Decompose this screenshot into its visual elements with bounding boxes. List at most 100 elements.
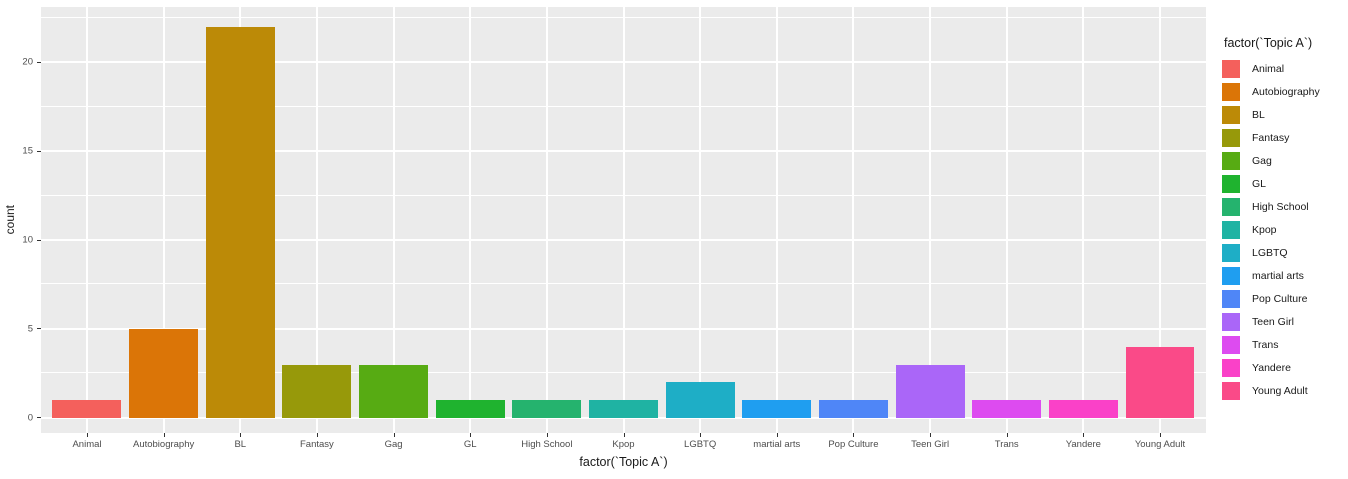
legend-label-fantasy: Fantasy <box>1252 132 1290 144</box>
bar-pop-culture <box>818 400 888 418</box>
x-tick-mark-kpop <box>623 433 625 437</box>
x-tick-label-fantasy: Fantasy <box>300 439 334 450</box>
legend-item-martial-arts: martial arts <box>1222 267 1348 285</box>
legend-swatch-yandere <box>1222 359 1240 377</box>
legend-swatch-kpop <box>1222 221 1240 239</box>
x-axis-title: factor(`Topic A`) <box>579 455 668 469</box>
bar-trans <box>972 400 1042 418</box>
legend-label-pop-culture: Pop Culture <box>1252 293 1308 305</box>
x-gridline-high-school <box>545 7 548 433</box>
legend-item-pop-culture: Pop Culture <box>1222 290 1348 308</box>
legend-label-teen-girl: Teen Girl <box>1252 316 1295 328</box>
bar-bl <box>205 26 275 418</box>
x-gridline-martial-arts <box>775 7 778 433</box>
x-gridline-trans <box>1005 7 1008 433</box>
x-gridline-fantasy <box>315 7 318 433</box>
legend-item-kpop: Kpop <box>1222 221 1348 239</box>
legend-swatch-gag <box>1222 152 1240 170</box>
bar-autobiography <box>129 328 199 418</box>
legend-label-bl: BL <box>1252 109 1265 121</box>
legend-swatch-young-adult <box>1222 382 1240 400</box>
y-tick-mark-20 <box>37 61 41 63</box>
legend-label-martial-arts: martial arts <box>1252 270 1304 282</box>
y-tick-label-5: 5 <box>27 323 33 335</box>
legend-swatch-pop-culture <box>1222 290 1240 308</box>
bar-gag <box>359 364 429 418</box>
legend-item-gl: GL <box>1222 175 1348 193</box>
legend-label-gag: Gag <box>1252 155 1272 167</box>
y-tick-mark-0 <box>37 417 41 419</box>
bar-lgbtq <box>665 382 735 418</box>
legend-label-yandere: Yandere <box>1252 362 1291 374</box>
plot-panel <box>41 7 1206 433</box>
bar-gl <box>435 400 505 418</box>
legend-swatch-high-school <box>1222 198 1240 216</box>
legend: factor(`Topic A`) Animal Autobiography BL F… <box>1222 36 1348 405</box>
x-tick-label-bl: BL <box>234 439 247 450</box>
legend-item-gag: Gag <box>1222 152 1348 170</box>
legend-swatch-trans <box>1222 336 1240 354</box>
x-tick-mark-autobiography <box>163 433 165 437</box>
x-tick-label-gl: GL <box>463 439 477 450</box>
legend-item-yandere: Yandere <box>1222 359 1348 377</box>
legend-label-trans: Trans <box>1252 339 1279 351</box>
x-gridline-animal <box>85 7 88 433</box>
legend-item-lgbtq: LGBTQ <box>1222 244 1348 262</box>
legend-swatch-lgbtq <box>1222 244 1240 262</box>
x-tick-label-lgbtq: LGBTQ <box>684 439 717 450</box>
legend-item-autobiography: Autobiography <box>1222 83 1348 101</box>
x-tick-mark-gag <box>393 433 395 437</box>
bar-fantasy <box>282 364 352 418</box>
x-tick-mark-bl <box>240 433 242 437</box>
x-tick-label-yandere: Yandere <box>1065 439 1101 450</box>
x-gridline-kpop <box>622 7 625 433</box>
x-tick-mark-young-adult <box>1160 433 1161 437</box>
x-tick-mark-trans <box>1006 433 1008 437</box>
bar-yandere <box>1048 400 1118 418</box>
legend-label-young-adult: Young Adult <box>1252 385 1308 397</box>
legend-swatch-teen-girl <box>1222 313 1240 331</box>
x-gridline-young-adult <box>1159 7 1161 433</box>
y-tick-label-10: 10 <box>22 234 33 246</box>
legend-item-animal: Animal <box>1222 60 1348 78</box>
y-tick-label-15: 15 <box>22 145 33 157</box>
legend-title: factor(`Topic A`) <box>1224 36 1313 50</box>
y-axis: 0 5 10 15 20 <box>0 7 41 433</box>
x-tick-label-trans: Trans <box>994 439 1019 450</box>
x-tick-mark-teen-girl <box>930 433 932 437</box>
x-axis-tickmarks <box>41 433 1206 437</box>
y-tick-mark-5 <box>37 328 41 330</box>
legend-items: Animal Autobiography BL Fantasy Gag GL High Sc… <box>1222 60 1348 400</box>
legend-item-trans: Trans <box>1222 336 1348 354</box>
bar-teen-girl <box>895 364 965 418</box>
legend-label-gl: GL <box>1252 178 1267 190</box>
y-tick-label-0: 0 <box>27 412 33 424</box>
legend-item-fantasy: Fantasy <box>1222 129 1348 147</box>
bar-high-school <box>512 400 582 418</box>
x-tick-mark-gl <box>470 433 472 437</box>
legend-label-high-school: High School <box>1252 201 1309 213</box>
legend-label-kpop: Kpop <box>1252 224 1277 236</box>
x-tick-mark-animal <box>86 433 88 437</box>
x-tick-label-martial-arts: martial arts <box>753 439 801 450</box>
x-tick-label-pop-culture: Pop Culture <box>828 439 879 450</box>
legend-swatch-fantasy <box>1222 129 1240 147</box>
bar-kpop <box>589 400 658 418</box>
x-tick-mark-lgbtq <box>700 433 702 437</box>
legend-item-teen-girl: Teen Girl <box>1222 313 1348 331</box>
x-tick-label-teen-girl: Teen Girl <box>911 439 950 450</box>
x-tick-label-high-school: High School <box>521 439 573 450</box>
legend-swatch-autobiography <box>1222 83 1240 101</box>
legend-item-young-adult: Young Adult <box>1222 382 1348 400</box>
x-tick-label-animal: Animal <box>72 439 102 450</box>
bar-martial-arts <box>742 400 812 418</box>
legend-swatch-bl <box>1222 106 1240 124</box>
x-gridline-gag <box>392 7 395 433</box>
legend-label-lgbtq: LGBTQ <box>1252 247 1288 259</box>
x-gridline-pop-culture <box>852 7 855 433</box>
y-tick-mark-10 <box>37 239 41 241</box>
x-tick-mark-martial-arts <box>776 433 778 437</box>
x-tick-label-young-adult: Young Adult <box>1134 439 1186 450</box>
x-gridline-gl <box>469 7 472 433</box>
